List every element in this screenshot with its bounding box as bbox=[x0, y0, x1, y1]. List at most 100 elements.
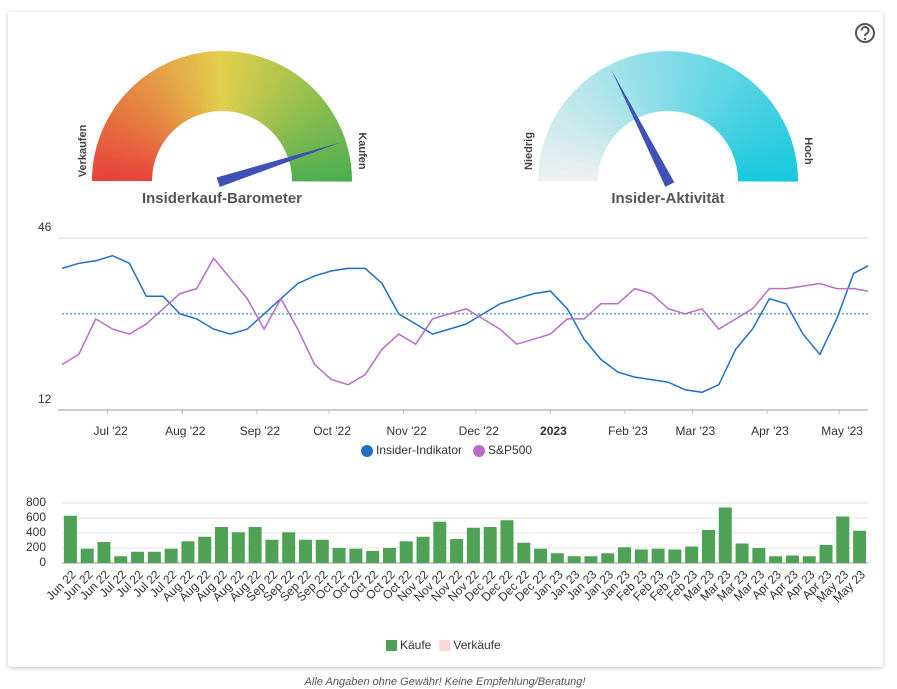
gauge-segment bbox=[267, 81, 310, 130]
gauge-segment bbox=[632, 54, 652, 114]
gauge-segment bbox=[238, 54, 259, 114]
gauge-segment bbox=[540, 148, 601, 167]
gauge-segment bbox=[114, 104, 166, 142]
gauge-segment bbox=[737, 176, 798, 182]
gauge-segment bbox=[125, 90, 172, 135]
gauge-segment bbox=[261, 73, 299, 125]
gauge-segment bbox=[259, 70, 296, 124]
gauge-segment bbox=[574, 87, 620, 133]
legend-label: Verkäufe bbox=[453, 638, 501, 652]
legend-marker bbox=[386, 640, 397, 651]
bar bbox=[80, 548, 94, 563]
help-icon[interactable] bbox=[855, 23, 875, 43]
x-tick-label: Oct '22 bbox=[313, 424, 351, 438]
gauge-segment bbox=[733, 136, 792, 160]
gauge-segment bbox=[568, 93, 617, 136]
gauge-segment bbox=[122, 93, 171, 136]
gauge-segment bbox=[95, 144, 155, 165]
gauge-segment bbox=[729, 119, 786, 151]
gauge-segment bbox=[571, 90, 618, 135]
gauge-segment bbox=[737, 162, 798, 175]
bar bbox=[231, 532, 245, 563]
gauge-segment bbox=[93, 157, 154, 172]
gauge-segment bbox=[92, 166, 153, 177]
gauge-segment bbox=[270, 87, 316, 133]
x-tick-label: Apr '23 bbox=[751, 424, 789, 438]
x-tick-label: Jul '22 bbox=[94, 424, 129, 438]
bar bbox=[97, 542, 111, 563]
bar bbox=[668, 549, 682, 563]
gauge-segment bbox=[691, 58, 718, 117]
gauge-segment bbox=[177, 57, 201, 116]
bar bbox=[584, 556, 598, 563]
gauge-segment bbox=[587, 75, 628, 126]
gauge-segment bbox=[603, 65, 636, 121]
y-tick-label: 0 bbox=[39, 555, 46, 569]
gauge-segment bbox=[160, 63, 192, 120]
bar bbox=[416, 536, 430, 563]
gauge-segment bbox=[103, 123, 160, 153]
gauge-segment bbox=[595, 70, 632, 123]
bar bbox=[853, 530, 867, 563]
bar bbox=[769, 556, 783, 563]
x-tick-label: May '23 bbox=[821, 424, 863, 438]
gauge-segment bbox=[615, 60, 643, 118]
gauge-segment bbox=[274, 94, 323, 137]
gauge-segment bbox=[157, 65, 190, 121]
bar bbox=[685, 546, 699, 563]
gauge-segment bbox=[208, 51, 218, 112]
gauge-segment bbox=[584, 78, 626, 128]
gauge-segment bbox=[723, 100, 774, 141]
gauge-segment bbox=[241, 56, 263, 115]
bar bbox=[382, 548, 396, 563]
bar bbox=[651, 548, 665, 563]
gauge-segment bbox=[181, 55, 204, 115]
gauge-segment bbox=[234, 52, 250, 113]
gauge-segment bbox=[735, 149, 796, 167]
legend-marker bbox=[361, 445, 373, 457]
gauge-segment bbox=[705, 70, 742, 124]
gauge-segment bbox=[687, 56, 709, 115]
bar bbox=[114, 556, 128, 563]
gauge-segment bbox=[107, 115, 162, 149]
legend-label: S&P500 bbox=[488, 443, 532, 457]
gauge-needle bbox=[216, 142, 341, 187]
x-tick-label: Mar '23 bbox=[676, 424, 716, 438]
bar bbox=[718, 507, 732, 563]
gauge-segment bbox=[217, 51, 223, 112]
gauge-segment bbox=[591, 72, 630, 125]
bar bbox=[634, 549, 648, 563]
bar bbox=[366, 551, 380, 563]
bar bbox=[735, 543, 749, 563]
gauge-segment bbox=[668, 51, 674, 112]
gauge-segment bbox=[153, 68, 188, 122]
gauge-segment bbox=[736, 153, 797, 170]
gauge-segment bbox=[149, 70, 186, 123]
gauge-segment bbox=[581, 80, 624, 129]
gauge-segment bbox=[654, 51, 664, 112]
bar bbox=[534, 548, 548, 563]
gauge-segment bbox=[682, 53, 701, 114]
gauge-segment bbox=[538, 175, 599, 181]
gauge-segment bbox=[284, 124, 342, 153]
gauge-segment bbox=[611, 61, 640, 119]
gauge-segment bbox=[278, 104, 331, 143]
gauge-segment bbox=[730, 124, 788, 153]
gauge-segment bbox=[553, 115, 608, 149]
gauge-segment bbox=[565, 96, 615, 138]
gauge-segment bbox=[288, 140, 348, 163]
bar bbox=[483, 527, 497, 563]
bar bbox=[315, 539, 329, 563]
gauge-segment bbox=[694, 60, 722, 118]
gauge-segment bbox=[92, 171, 153, 179]
gauge-segment bbox=[281, 112, 335, 147]
gauge-segment bbox=[92, 175, 153, 181]
gauge-segment bbox=[283, 119, 340, 151]
gauge-segment bbox=[680, 52, 696, 113]
gauge-segment bbox=[268, 84, 313, 131]
bar bbox=[701, 530, 715, 563]
gauge-segment bbox=[718, 90, 766, 135]
gauge-segment bbox=[728, 116, 784, 149]
gauge-segment bbox=[716, 87, 762, 133]
gauge-segment bbox=[190, 53, 208, 114]
